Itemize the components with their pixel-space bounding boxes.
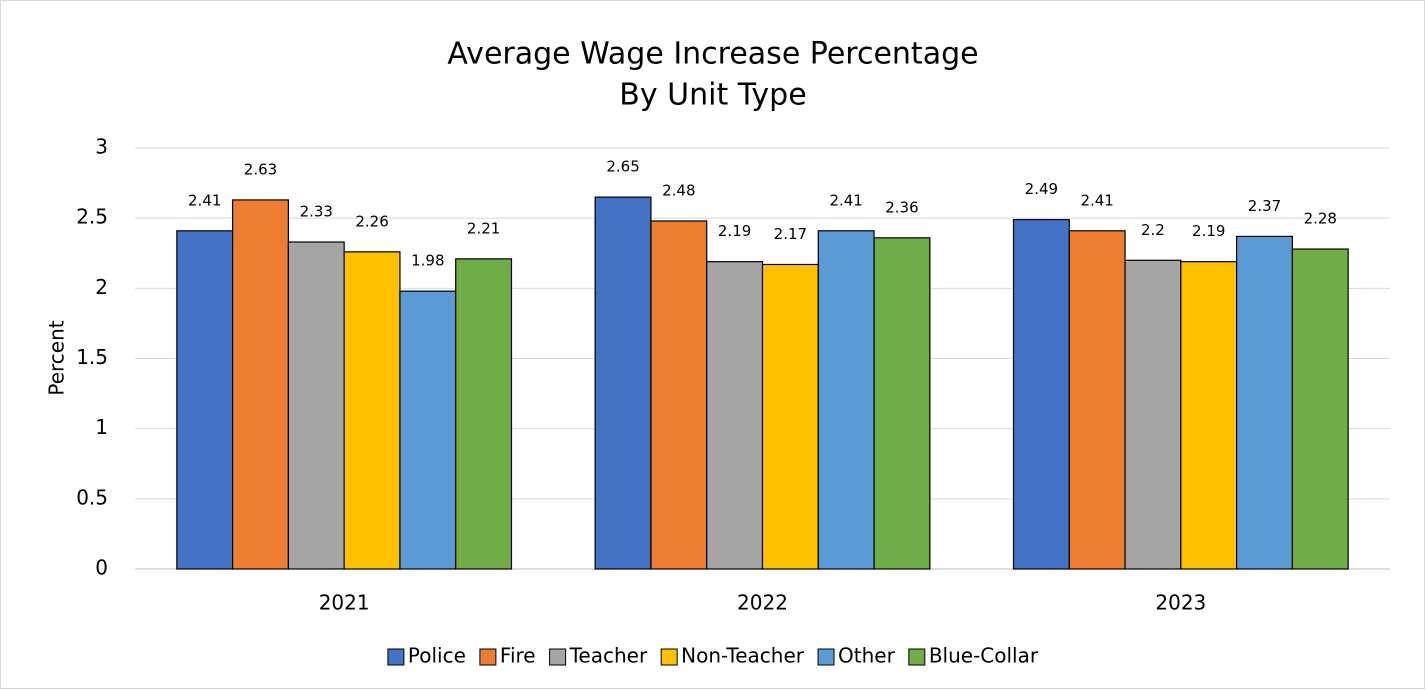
legend-label: Police (408, 644, 466, 668)
legend-label: Non-Teacher (681, 644, 805, 668)
data-label: 2.63 (244, 160, 277, 178)
bar (455, 258, 513, 570)
data-label: 2.2 (1141, 221, 1165, 239)
data-label: 2.28 (1304, 210, 1337, 228)
bar (287, 241, 345, 570)
bar (1291, 248, 1349, 570)
legend-swatch (908, 648, 926, 666)
y-tick-label: 0.5 (76, 485, 108, 509)
data-label: 2.26 (355, 212, 388, 230)
bar (650, 220, 708, 570)
y-tick-label: 1 (95, 415, 108, 439)
x-tick-label: 2022 (737, 591, 788, 615)
bar (817, 230, 875, 570)
data-label: 2.19 (718, 222, 751, 240)
legend-swatch (660, 648, 678, 666)
bar (1068, 230, 1126, 570)
data-label: 2.33 (300, 203, 333, 221)
y-tick-label: 3 (95, 135, 108, 159)
data-label: 2.17 (774, 225, 807, 243)
x-tick-label: 2023 (1155, 591, 1206, 615)
y-axis-label: Percent (45, 320, 69, 395)
x-tick-label: 2021 (319, 591, 370, 615)
data-label: 1.98 (411, 252, 444, 270)
data-label: 2.49 (1025, 180, 1058, 198)
legend-swatch (817, 648, 835, 666)
bar (232, 199, 289, 570)
legend-swatch (387, 648, 405, 666)
legend-swatch (479, 648, 497, 666)
chart-subtitle: By Unit Type (619, 78, 806, 113)
legend-swatch (549, 648, 567, 666)
y-tick-label: 1.5 (76, 345, 108, 369)
data-label: 2.37 (1248, 197, 1281, 215)
bar (343, 251, 401, 570)
y-tick-label: 0 (95, 556, 108, 580)
data-label: 2.41 (1080, 191, 1113, 209)
legend-label: Other (838, 644, 896, 668)
data-label: 2.36 (885, 198, 918, 216)
data-label: 2.41 (188, 191, 221, 209)
data-label: 2.48 (662, 181, 695, 199)
data-label: 2.41 (829, 191, 862, 209)
legend-label: Blue-Collar (929, 644, 1039, 668)
data-label: 2.19 (1192, 222, 1225, 240)
bar (1236, 235, 1293, 570)
bar (706, 261, 764, 570)
legend-label: Fire (500, 644, 536, 668)
data-label: 2.21 (467, 219, 500, 237)
chart-title: Average Wage Increase Percentage (447, 37, 978, 72)
y-tick-label: 2.5 (76, 205, 108, 229)
bar (873, 237, 931, 570)
bar (1124, 259, 1182, 570)
y-tick-label: 2 (95, 275, 108, 299)
data-label: 2.65 (606, 158, 639, 176)
bar (761, 263, 819, 570)
legend-label: Teacher (569, 644, 648, 668)
bar (594, 196, 652, 570)
bar (1180, 261, 1238, 570)
bar (399, 290, 457, 570)
bar (1012, 218, 1070, 570)
bar (176, 230, 234, 570)
